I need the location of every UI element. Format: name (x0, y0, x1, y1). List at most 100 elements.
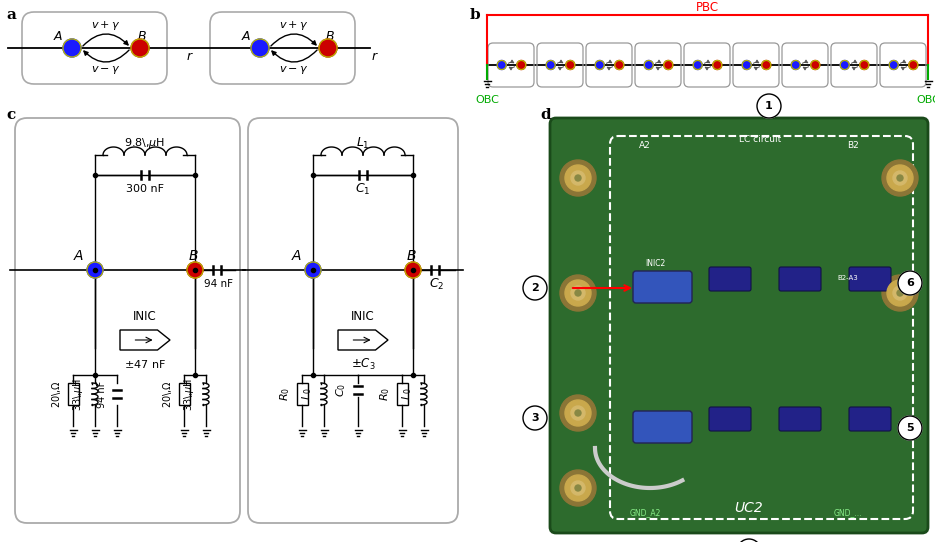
Circle shape (909, 61, 918, 69)
Text: c: c (6, 108, 15, 122)
Text: OBC: OBC (916, 95, 935, 105)
FancyArrowPatch shape (509, 60, 513, 63)
Text: 2: 2 (531, 283, 539, 293)
FancyBboxPatch shape (779, 407, 821, 431)
Circle shape (644, 61, 654, 69)
FancyBboxPatch shape (849, 407, 891, 431)
Circle shape (887, 165, 913, 191)
Text: $L_0$: $L_0$ (300, 388, 314, 401)
FancyArrowPatch shape (557, 60, 563, 63)
FancyArrowPatch shape (272, 50, 317, 62)
Bar (396, 383, 408, 405)
Circle shape (893, 171, 907, 185)
Text: 20\,$\Omega$: 20\,$\Omega$ (50, 380, 63, 408)
Text: A2: A2 (640, 141, 651, 151)
Text: 9.8\,$\mu$H: 9.8\,$\mu$H (124, 136, 165, 150)
Text: $B$: $B$ (325, 29, 335, 42)
Circle shape (571, 286, 585, 300)
Circle shape (575, 485, 581, 491)
Text: LC circuit: LC circuit (739, 136, 781, 145)
Circle shape (571, 406, 585, 420)
Text: $\pm C_3$: $\pm C_3$ (351, 357, 375, 372)
Text: $v+\gamma$: $v+\gamma$ (280, 20, 309, 33)
Circle shape (664, 61, 673, 69)
Circle shape (811, 61, 820, 69)
Text: 6: 6 (906, 278, 913, 288)
Text: $A$: $A$ (52, 29, 64, 42)
Bar (179, 383, 190, 405)
FancyArrowPatch shape (84, 50, 129, 62)
Text: $B$: $B$ (188, 249, 198, 263)
Text: 33\,$\mu$H: 33\,$\mu$H (71, 377, 85, 411)
Circle shape (712, 61, 722, 69)
Text: $B$: $B$ (137, 29, 147, 42)
FancyArrowPatch shape (802, 60, 808, 63)
Text: $C_0$: $C_0$ (334, 383, 348, 397)
Text: 1: 1 (765, 101, 773, 111)
Text: GND_...: GND_... (834, 508, 862, 518)
Text: GND_A2: GND_A2 (629, 508, 661, 518)
FancyBboxPatch shape (779, 267, 821, 291)
FancyArrowPatch shape (83, 34, 128, 46)
Text: $\pm$47 nF: $\pm$47 nF (124, 358, 165, 370)
Text: OBC: OBC (475, 95, 499, 105)
FancyBboxPatch shape (709, 407, 751, 431)
Circle shape (615, 61, 624, 69)
Circle shape (319, 39, 337, 57)
Circle shape (565, 400, 591, 426)
Text: $r$: $r$ (371, 49, 379, 62)
FancyArrowPatch shape (803, 67, 809, 70)
Text: 5: 5 (906, 423, 913, 433)
Circle shape (517, 61, 525, 69)
Text: B2: B2 (847, 141, 859, 151)
Circle shape (546, 61, 555, 69)
Text: $C_2$: $C_2$ (429, 276, 445, 292)
FancyArrowPatch shape (558, 67, 564, 70)
FancyBboxPatch shape (709, 267, 751, 291)
Text: $v-\gamma$: $v-\gamma$ (92, 64, 121, 76)
Circle shape (897, 290, 903, 296)
Circle shape (187, 262, 203, 278)
Circle shape (575, 410, 581, 416)
Circle shape (497, 61, 506, 69)
Text: B2-A3: B2-A3 (838, 275, 858, 281)
Circle shape (565, 280, 591, 306)
Circle shape (897, 175, 903, 181)
Text: PBC: PBC (696, 1, 719, 14)
FancyArrowPatch shape (704, 60, 710, 63)
FancyArrowPatch shape (755, 67, 759, 70)
Circle shape (87, 262, 103, 278)
Circle shape (596, 61, 604, 69)
Circle shape (571, 171, 585, 185)
Circle shape (566, 61, 575, 69)
Text: $B$: $B$ (406, 249, 416, 263)
Text: a: a (6, 8, 16, 22)
Text: $v+\gamma$: $v+\gamma$ (92, 20, 121, 33)
Text: d: d (540, 108, 551, 122)
Circle shape (305, 262, 321, 278)
Circle shape (560, 275, 596, 311)
Bar (67, 383, 79, 405)
Text: 20\,$\Omega$: 20\,$\Omega$ (161, 380, 174, 408)
Text: $A$: $A$ (241, 29, 252, 42)
Text: $A$: $A$ (292, 249, 303, 263)
Text: $C_1$: $C_1$ (355, 182, 371, 197)
Circle shape (887, 280, 913, 306)
Text: 33\,$\mu$H: 33\,$\mu$H (182, 377, 196, 411)
Text: $L_0$: $L_0$ (400, 388, 414, 401)
Text: 94 nF: 94 nF (205, 279, 234, 289)
Circle shape (841, 61, 849, 69)
Circle shape (405, 262, 421, 278)
Circle shape (560, 160, 596, 196)
Circle shape (882, 160, 918, 196)
Text: $R_0$: $R_0$ (279, 387, 292, 401)
FancyArrowPatch shape (901, 67, 907, 70)
Text: UC2: UC2 (735, 501, 763, 515)
Circle shape (63, 39, 81, 57)
Circle shape (898, 416, 922, 440)
FancyArrowPatch shape (607, 60, 611, 63)
Bar (296, 383, 308, 405)
Circle shape (565, 165, 591, 191)
FancyArrowPatch shape (655, 60, 661, 63)
Circle shape (860, 61, 869, 69)
